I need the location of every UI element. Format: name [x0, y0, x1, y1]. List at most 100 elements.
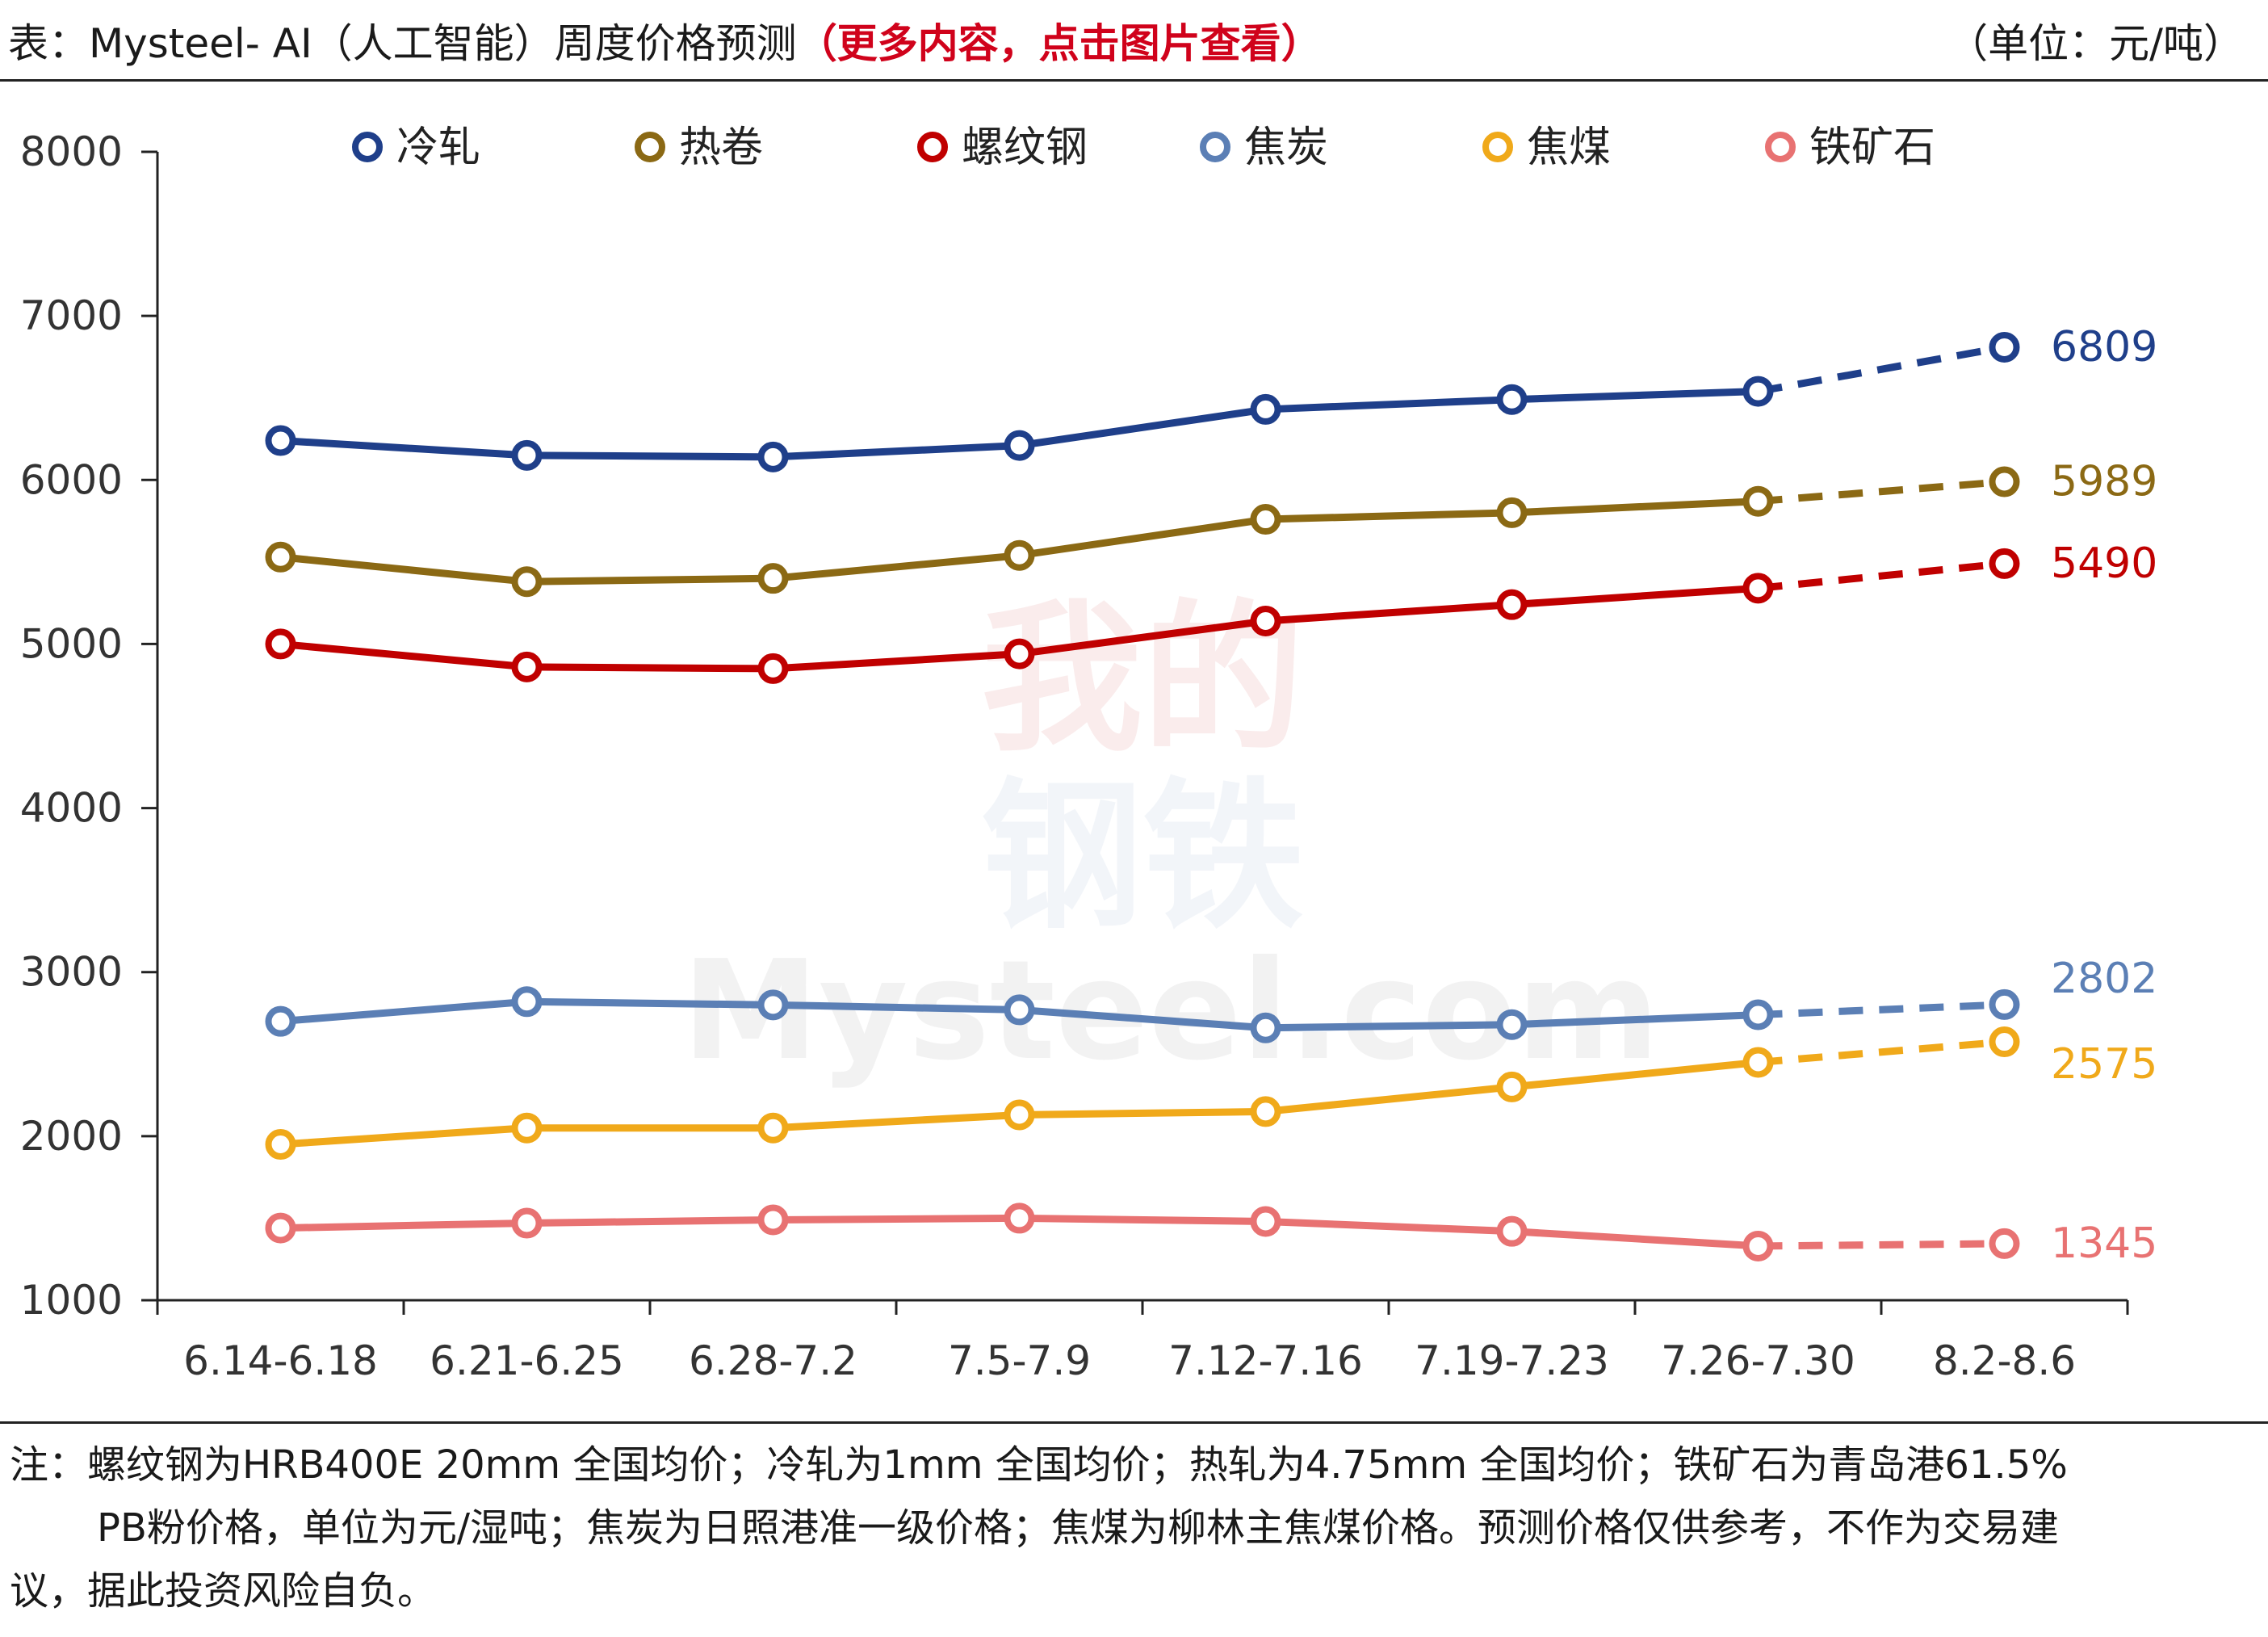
data-point — [1742, 573, 1774, 604]
chart-title[interactable]: 表：Mysteel- AI（人工智能）周度价格预测（更多内容，点击图片查看） — [8, 11, 1322, 69]
x-tick-label: 7.12-7.16 — [1168, 1337, 1363, 1384]
data-point — [1989, 1026, 2020, 1058]
data-point — [1496, 384, 1528, 415]
data-point — [1742, 999, 1774, 1030]
data-point — [1004, 1099, 1035, 1131]
x-tick-label: 7.26-7.30 — [1661, 1337, 1855, 1384]
series-铁矿石: 1345 — [265, 1203, 2157, 1268]
bottom-divider — [0, 1421, 2268, 1424]
data-point — [1742, 376, 1774, 407]
legend-label: 焦煤 — [1527, 124, 1611, 172]
title-row: 表：Mysteel- AI（人工智能）周度价格预测（更多内容，点击图片查看） （… — [0, 0, 2268, 79]
data-point — [1989, 988, 2020, 1020]
y-tick-label: 8000 — [20, 128, 123, 175]
title-text: 表：Mysteel- AI（人工智能）周度价格预测 — [8, 20, 797, 67]
series-forecast-line — [1758, 1038, 2005, 1066]
data-point — [757, 1112, 789, 1144]
legend-item: 热卷 — [635, 124, 763, 172]
x-tick-label: 7.19-7.23 — [1415, 1337, 1609, 1384]
data-point — [511, 1112, 543, 1144]
legend-label: 焦炭 — [1244, 124, 1328, 172]
legend-item: 焦炭 — [1200, 124, 1328, 172]
y-tick-label: 1000 — [20, 1277, 123, 1324]
data-label: 2575 — [2051, 1040, 2157, 1089]
data-point — [265, 425, 296, 456]
legend-marker — [917, 132, 948, 162]
data-point — [1250, 605, 1281, 636]
data-point — [1496, 1009, 1528, 1040]
data-point — [265, 1129, 296, 1161]
x-tick-label: 6.28-7.2 — [689, 1337, 857, 1384]
data-point — [1742, 1047, 1774, 1078]
data-label: 5490 — [2051, 539, 2157, 588]
legend-item: 焦煤 — [1482, 124, 1611, 172]
x-tick-label: 6.14-6.18 — [183, 1337, 378, 1384]
footnote-line-3: 议，据此投资风险自负。 — [10, 1568, 437, 1614]
top-divider — [0, 79, 2268, 82]
series-forecast-line — [1758, 478, 2005, 506]
data-point — [1496, 1071, 1528, 1102]
data-point — [757, 563, 789, 594]
data-point — [1989, 331, 2020, 363]
data-point — [1989, 1228, 2020, 1259]
data-point — [1250, 1206, 1281, 1237]
footnote-line-1: 注：螺纹钢为HRB400E 20mm 全国均价；冷轧为1mm 全国均价；热轧为4… — [10, 1442, 2068, 1488]
data-point — [511, 439, 543, 471]
series-forecast-line — [1758, 1240, 2005, 1250]
data-label: 2802 — [2051, 955, 2157, 1003]
data-point — [511, 986, 543, 1018]
series-forecast-line — [1758, 1001, 2005, 1019]
footnote-line-2: PB粉价格，单位为元/湿吨；焦炭为日照港准一级价格；焦煤为柳林主焦煤价格。预测价… — [97, 1505, 2060, 1551]
data-point — [1004, 539, 1035, 571]
data-point — [511, 651, 543, 682]
legend-marker — [352, 132, 383, 162]
data-point — [1742, 1230, 1774, 1261]
series-热卷: 5989 — [265, 458, 2157, 598]
legend-marker — [1482, 132, 1513, 162]
data-point — [1496, 497, 1528, 528]
data-point — [1250, 504, 1281, 535]
series-冷轧: 6809 — [265, 323, 2157, 472]
legend-label: 螺纹钢 — [962, 124, 1088, 172]
legend-marker — [1200, 132, 1230, 162]
data-label: 1345 — [2051, 1219, 2157, 1268]
data-point — [1004, 430, 1035, 461]
data-point — [511, 566, 543, 598]
data-point — [1004, 1203, 1035, 1234]
data-point — [1250, 1012, 1281, 1043]
data-point — [1989, 466, 2020, 497]
y-tick-label: 2000 — [20, 1113, 123, 1160]
data-point — [511, 1207, 543, 1239]
y-tick-label: 7000 — [20, 292, 123, 339]
y-tick-label: 4000 — [20, 785, 123, 832]
data-point — [757, 989, 789, 1021]
data-point — [757, 441, 789, 472]
data-point — [265, 1212, 296, 1244]
series-焦煤: 2575 — [265, 1026, 2157, 1161]
data-point — [757, 1204, 789, 1236]
legend-item: 螺纹钢 — [917, 124, 1088, 172]
legend-label: 铁矿石 — [1809, 124, 1935, 172]
y-tick-label: 6000 — [20, 456, 123, 503]
footnote: 注：螺纹钢为HRB400E 20mm 全国均价；冷轧为1mm 全国均价；热轧为4… — [10, 1433, 2254, 1622]
legend-marker — [635, 132, 665, 162]
data-point — [1250, 1096, 1281, 1127]
series-forecast-line — [1757, 343, 2006, 396]
data-label: 6809 — [2051, 323, 2157, 371]
data-point — [757, 653, 789, 684]
watermark-text-3: Mysteel.com — [682, 931, 1660, 1091]
legend-label: 热卷 — [679, 124, 763, 172]
legend-label: 冷轧 — [396, 124, 480, 172]
data-point — [265, 1005, 296, 1037]
data-point — [1004, 994, 1035, 1026]
title-link-text[interactable]: （更多内容，点击图片查看） — [796, 20, 1322, 67]
x-tick-label: 7.5-7.9 — [948, 1337, 1091, 1384]
data-point — [1742, 485, 1774, 517]
series-forecast-line — [1758, 560, 2005, 592]
x-tick-label: 8.2-8.6 — [1933, 1337, 2076, 1384]
series-螺纹钢: 5490 — [265, 539, 2157, 684]
data-point — [1004, 638, 1035, 669]
y-tick-label: 5000 — [20, 620, 123, 667]
